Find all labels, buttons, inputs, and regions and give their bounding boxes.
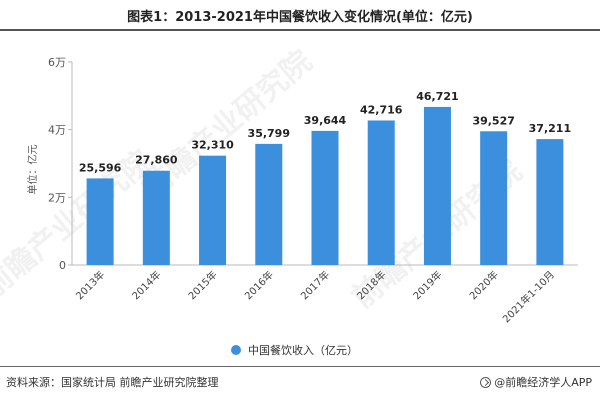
legend-swatch (231, 345, 241, 355)
page-title: 图表1：2013-2021年中国餐饮收入变化情况(单位：亿元) (127, 10, 473, 25)
bar (142, 170, 170, 265)
y-tick-label: 0 (59, 259, 66, 272)
x-tick-label: 2018年 (354, 268, 388, 302)
y-tick-label: 4万 (48, 124, 66, 137)
bar (255, 143, 283, 265)
bar (367, 120, 395, 265)
bar-value-label: 37,211 (529, 122, 571, 135)
bar-value-label: 39,527 (472, 114, 514, 127)
bar-value-label: 46,721 (416, 90, 458, 103)
x-tick-label: 2016年 (242, 268, 276, 302)
y-axis-title: 单位：亿元 (26, 145, 39, 195)
x-tick-label: 2019年 (410, 268, 444, 302)
brand-logo-icon (480, 376, 492, 388)
bar-value-label: 25,596 (79, 161, 122, 174)
source-note: 资料来源：国家统计局 前瞻产业研究院整理 (6, 376, 219, 389)
bar (536, 139, 564, 265)
bar-value-label: 32,310 (191, 139, 234, 152)
y-tick-label: 2万 (48, 191, 66, 204)
bar-value-label: 42,716 (360, 103, 403, 116)
bar-value-label: 27,860 (135, 154, 178, 167)
footer-divider (0, 366, 600, 367)
bar (480, 131, 508, 265)
bar-value-label: 39,644 (304, 114, 347, 127)
x-tick-label: 2015年 (185, 268, 219, 302)
title-divider (0, 29, 600, 31)
brand-label: @前瞻经济学人APP (494, 376, 592, 389)
brand-credit: @前瞻经济学人APP (480, 374, 592, 390)
bar (86, 178, 114, 265)
x-tick-label: 2014年 (129, 268, 163, 302)
bar (199, 155, 227, 265)
bar (423, 106, 451, 266)
bar (311, 130, 339, 265)
y-tick-label: 6万 (48, 56, 66, 69)
x-tick-label: 2013年 (73, 268, 107, 302)
legend-label: 中国餐饮收入（亿元） (248, 343, 358, 357)
x-tick-label: 2017年 (298, 268, 332, 302)
x-tick-label: 2020年 (467, 268, 501, 302)
x-tick-label: 2021年1-10月 (500, 268, 557, 325)
bar-value-label: 35,799 (248, 127, 290, 140)
